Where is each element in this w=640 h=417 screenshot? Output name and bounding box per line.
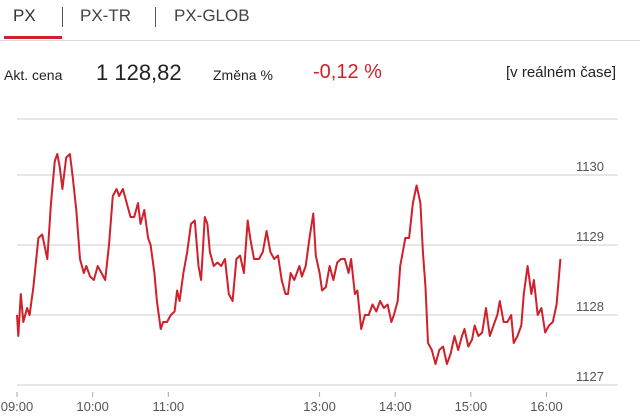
series-line [16,153,562,365]
tab-separator [155,7,156,27]
tab-separator [62,7,63,27]
x-tick-label: 11:00 [152,399,184,414]
x-tick-label: 14:00 [379,399,412,414]
y-tick-label: 1129 [576,229,604,244]
label-layer: 1127 1128 1129 1130 09:00 10:00 11:00 13:00 14:0… [1,159,604,414]
tab-px[interactable]: PX [13,6,36,25]
x-tick-label: 16:00 [530,399,563,414]
x-tick-label: 15:00 [455,399,488,414]
x-tick-label: 09:00 [1,399,34,414]
y-tick-label: 1127 [576,369,604,384]
quote-row: Akt. cena 1 128,82 Změna % -0,12 % [v re… [0,58,640,90]
y-tick-label: 1130 [576,159,604,174]
change-label: Změna % [213,67,273,83]
x-tick-label: 10:00 [76,399,109,414]
price-label: Akt. cena [4,67,63,83]
grid-layer [16,118,618,397]
realtime-indicator: [v reálném čase] [506,64,617,81]
tab-px-glob[interactable]: PX-GLOB [174,6,250,25]
price-value: 1 128,82 [96,60,182,85]
y-tick-label: 1128 [576,299,604,314]
index-line-chart: 1127 1128 1129 1130 09:00 10:00 11:00 13:00 14:0… [1,118,618,414]
active-tab-indicator [4,36,62,39]
line-layer [16,153,562,365]
tab-px-tr[interactable]: PX-TR [80,6,131,25]
index-tabs: PX PX-TR PX-GLOB [0,0,640,41]
change-value: -0,12 % [313,61,382,83]
x-tick-label: 13:00 [303,399,336,414]
